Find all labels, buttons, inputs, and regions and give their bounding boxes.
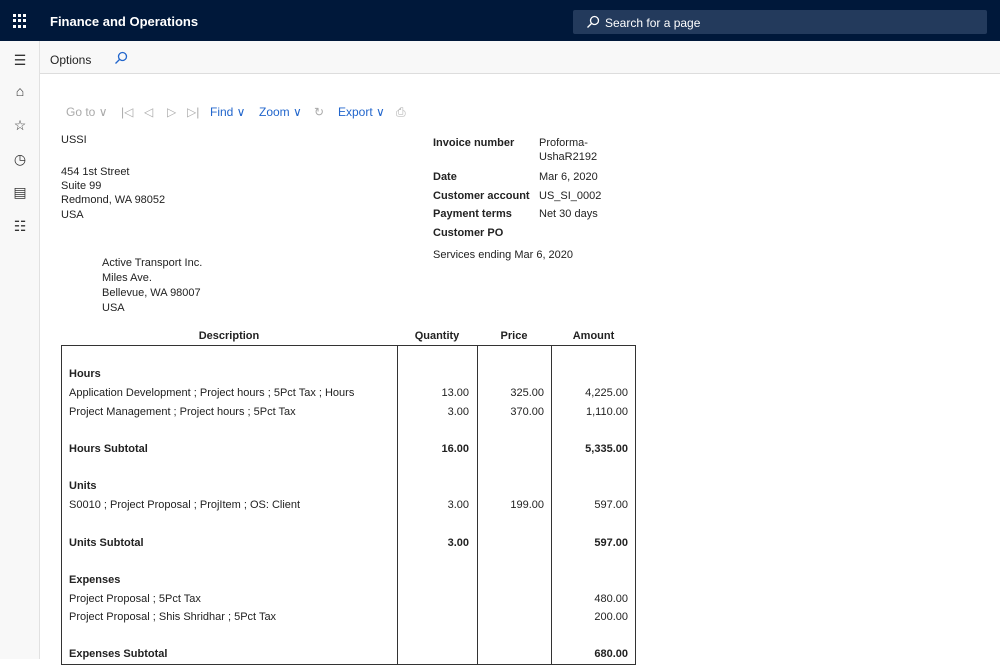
search-placeholder: Search for a page	[605, 16, 701, 30]
export-button[interactable]: Export ∨	[338, 105, 385, 119]
company-address: 454 1st Street	[61, 166, 130, 178]
column-header-description: Description	[198, 330, 260, 342]
row-description: Units Subtotal	[69, 537, 144, 549]
top-bar: Finance and Operations Search for a page	[0, 0, 1000, 41]
row-amount: 200.00	[594, 611, 628, 623]
row-quantity: 3.00	[447, 499, 469, 511]
field-value: Proforma-	[539, 137, 588, 149]
row-description: Expenses	[69, 574, 121, 586]
row-price: 370.00	[510, 406, 544, 418]
row-amount: 680.00	[594, 648, 628, 660]
field-label: Date	[433, 171, 457, 183]
row-price: 199.00	[510, 499, 544, 511]
app-title: Finance and Operations	[50, 14, 199, 29]
customer-name: Active Transport Inc.	[102, 257, 203, 269]
field-label: Customer account	[433, 190, 530, 202]
row-quantity: 3.00	[447, 537, 469, 549]
refresh-icon[interactable]: ↻	[314, 105, 325, 119]
company-address: Suite 99	[61, 180, 102, 192]
row-amount: 480.00	[594, 593, 628, 605]
field-value: UshaR2192	[539, 151, 598, 163]
services-note: Services ending Mar 6, 2020	[433, 249, 574, 261]
search-icon[interactable]	[114, 51, 128, 65]
field-value: US_SI_0002	[539, 190, 602, 202]
row-description: Hours	[69, 368, 101, 380]
row-price: 325.00	[510, 387, 544, 399]
row-description: Application Development ; Project hours …	[69, 387, 355, 399]
row-description: Units	[69, 480, 97, 492]
company-name: USSI	[61, 134, 87, 146]
column-header-price: Price	[500, 330, 528, 342]
row-quantity: 16.00	[441, 443, 469, 455]
hamburger-icon[interactable]: ☰	[13, 52, 27, 68]
row-amount: 5,335.00	[585, 443, 628, 455]
app-launcher-icon[interactable]	[13, 14, 27, 28]
row-description: Project Proposal ; Shis Shridhar ; 5Pct …	[69, 611, 277, 623]
row-amount: 4,225.00	[585, 387, 628, 399]
options-tab[interactable]: Options	[50, 53, 92, 67]
row-description: Expenses Subtotal	[69, 648, 168, 660]
field-value: Mar 6, 2020	[539, 171, 598, 183]
row-quantity: 3.00	[447, 406, 469, 418]
last-page-icon[interactable]: ▷|	[187, 105, 200, 119]
goto-button[interactable]: Go to ∨	[66, 105, 108, 119]
list-icon[interactable]: ☷	[13, 218, 27, 234]
clock-icon[interactable]: ◷	[13, 151, 27, 167]
customer-address: USA	[102, 302, 125, 314]
row-description: Hours Subtotal	[69, 443, 148, 455]
next-page-icon[interactable]: ▷	[167, 105, 177, 119]
field-label: Payment terms	[433, 208, 512, 220]
search-input[interactable]: Search for a page	[573, 10, 987, 34]
column-divider	[477, 345, 478, 665]
find-button[interactable]: Find ∨	[210, 105, 246, 119]
workspace-icon[interactable]: ▤	[13, 184, 27, 200]
column-divider	[397, 345, 398, 665]
home-icon[interactable]: ⌂	[15, 83, 25, 99]
field-label: Invoice number	[433, 137, 515, 149]
row-amount: 597.00	[594, 537, 628, 549]
print-icon[interactable]: ⎙	[396, 105, 406, 119]
search-icon	[587, 15, 600, 28]
column-divider	[551, 345, 552, 665]
company-address: Redmond, WA 98052	[61, 194, 166, 206]
field-value: Net 30 days	[539, 208, 598, 220]
field-label: Customer PO	[433, 227, 504, 239]
customer-address: Miles Ave.	[102, 272, 152, 284]
row-description: Project Management ; Project hours ; 5Pc…	[69, 406, 296, 418]
column-header-quantity: Quantity	[414, 330, 460, 342]
row-description: Project Proposal ; 5Pct Tax	[69, 593, 201, 605]
row-quantity: 13.00	[441, 387, 469, 399]
row-amount: 1,110.00	[585, 406, 628, 418]
options-bar: Options	[40, 41, 1000, 74]
sidebar: ☰ ⌂ ☆ ◷ ▤ ☷	[0, 41, 40, 659]
customer-address: Bellevue, WA 98007	[102, 287, 201, 299]
column-header-amount: Amount	[572, 330, 615, 342]
zoom-button[interactable]: Zoom ∨	[259, 105, 302, 119]
company-address: USA	[61, 209, 84, 221]
first-page-icon[interactable]: |◁	[121, 105, 134, 119]
row-amount: 597.00	[594, 499, 628, 511]
previous-page-icon[interactable]: ◁	[144, 105, 154, 119]
star-icon[interactable]: ☆	[13, 117, 27, 133]
row-description: S0010 ; Project Proposal ; ProjItem ; OS…	[69, 499, 301, 511]
